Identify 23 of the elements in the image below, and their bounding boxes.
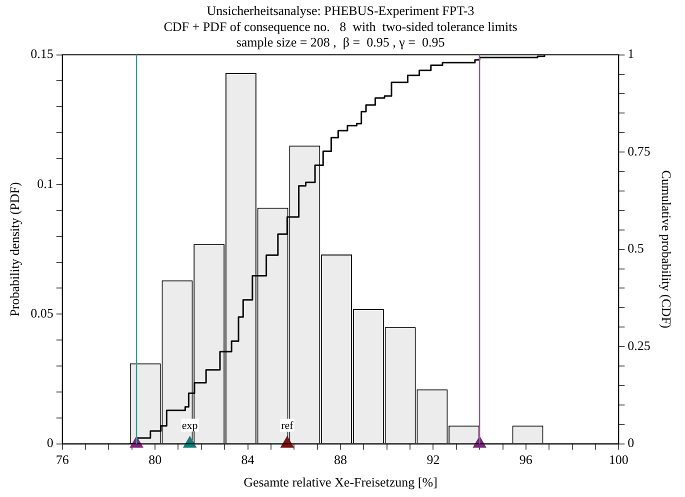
y-tick-label: 0	[46, 435, 54, 450]
y2-tick-label: 0.25	[628, 338, 650, 353]
y-tick-label: 0.15	[30, 46, 54, 62]
x-tick-label: 76	[56, 452, 70, 468]
y2-tick-label: 0	[628, 435, 634, 450]
x-tick-label: 96	[519, 452, 533, 468]
x-tick-label: 80	[148, 452, 162, 468]
y-tick-label: 0.05	[30, 306, 54, 321]
y-axis-title: Probability density (PDF)	[7, 182, 22, 316]
y2-axis-title: Cumulative probability (CDF)	[658, 170, 674, 328]
x-tick-label: 100	[608, 452, 628, 468]
series-label: exp	[182, 420, 198, 432]
y2-tick-label: 0.75	[628, 143, 650, 158]
y-tick-label: 0.1	[37, 176, 54, 191]
y2-tick-label: 1	[628, 46, 634, 62]
x-axis-title: Gesamte relative Xe-Freisetzung [%]	[244, 474, 438, 490]
x-tick-label: 92	[426, 452, 440, 468]
x-tick-label: 84	[241, 452, 255, 468]
chart-subtitle: CDF + PDF of consequence no. 8 with two-sided tolerance limits sample size = 208 , β = 0.95 , γ = 0.95	[164, 18, 518, 50]
x-tick-label: 88	[334, 452, 347, 468]
series-label: ref	[281, 420, 294, 432]
y2-tick-label: 0.5	[628, 240, 644, 256]
chart-title: Unsicherheitsanalyse: PHEBUS-Experiment FPT-3	[206, 3, 474, 18]
